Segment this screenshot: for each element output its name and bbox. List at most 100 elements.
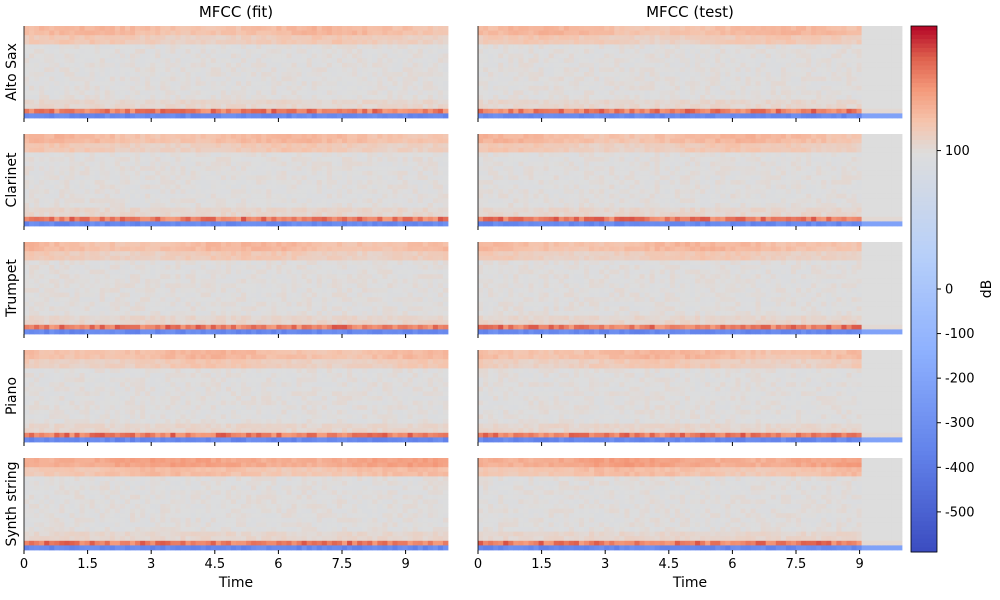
- heatmap-cell: [286, 157, 292, 162]
- heatmap-cell: [79, 95, 85, 100]
- heatmap-cell: [175, 81, 181, 87]
- heatmap-cell: [59, 212, 65, 218]
- heatmap-cell: [301, 99, 308, 105]
- heatmap-cell: [145, 108, 151, 114]
- heatmap-cell: [846, 58, 852, 64]
- heatmap-cell: [690, 62, 696, 68]
- heatmap-cell: [74, 49, 80, 54]
- heatmap-cell: [775, 85, 782, 91]
- heatmap-cell: [437, 108, 444, 114]
- heatmap-cell: [735, 35, 741, 41]
- heatmap-cell: [493, 104, 499, 110]
- heatmap-cell: [816, 81, 822, 87]
- heatmap-cell: [619, 85, 625, 91]
- heatmap-cell: [528, 62, 534, 68]
- heatmap-cell: [523, 44, 529, 50]
- heatmap-cell: [533, 76, 539, 82]
- heatmap-cell: [710, 53, 716, 59]
- heatmap-cell: [74, 108, 80, 114]
- heatmap-cell: [518, 104, 524, 110]
- heatmap-cell: [190, 76, 197, 82]
- heatmap-cell: [644, 39, 651, 45]
- heatmap-cell: [770, 67, 777, 73]
- heatmap-cell: [422, 189, 429, 195]
- heatmap-cell: [266, 138, 272, 144]
- heatmap-cell: [246, 184, 252, 190]
- heatmap-cell: [402, 30, 409, 36]
- heatmap-cell: [821, 35, 827, 41]
- heatmap-cell: [821, 58, 827, 64]
- heatmap-cell: [210, 212, 217, 218]
- heatmap-cell: [362, 95, 368, 100]
- heatmap-cell: [614, 72, 620, 77]
- heatmap-cell: [523, 62, 529, 68]
- heatmap-cell: [659, 44, 666, 50]
- heatmap-cell: [29, 90, 35, 96]
- heatmap-cell: [387, 53, 393, 59]
- heatmap-cell: [230, 216, 237, 222]
- heatmap-cell: [584, 49, 590, 54]
- heatmap-cell: [518, 26, 524, 31]
- heatmap-cell: [64, 180, 70, 185]
- heatmap-cell: [271, 49, 277, 54]
- heatmap-cell: [836, 76, 842, 82]
- heatmap-cell: [624, 113, 630, 119]
- heatmap-cell: [286, 81, 292, 87]
- heatmap-cell: [281, 198, 287, 204]
- heatmap-cell: [750, 95, 757, 100]
- heatmap-cell: [412, 35, 419, 41]
- heatmap-cell: [99, 166, 106, 172]
- heatmap-cell: [316, 175, 323, 181]
- heatmap-cell: [397, 113, 403, 119]
- heatmap-cell: [170, 99, 176, 105]
- heatmap-cell: [175, 62, 181, 68]
- heatmap-cell: [876, 104, 883, 110]
- heatmap-cell: [190, 203, 197, 208]
- heatmap-cell: [720, 95, 726, 100]
- heatmap-cell: [119, 216, 126, 222]
- heatmap-cell: [695, 81, 701, 87]
- heatmap-cell: [785, 58, 792, 64]
- heatmap-cell: [654, 113, 661, 119]
- heatmap-cell: [362, 62, 368, 68]
- heatmap-cell: [664, 81, 671, 87]
- heatmap-cell: [301, 108, 308, 114]
- heatmap-cell: [44, 53, 50, 59]
- heatmap-cell: [861, 58, 868, 64]
- heatmap-cell: [119, 26, 126, 31]
- heatmap-cell: [109, 81, 116, 87]
- heatmap-cell: [256, 166, 262, 172]
- heatmap-cell: [79, 35, 85, 41]
- heatmap-cell: [357, 203, 363, 208]
- heatmap-cell: [422, 30, 429, 36]
- heatmap-cell: [387, 76, 393, 82]
- heatmap-cell: [745, 113, 751, 119]
- heatmap-cell: [271, 58, 277, 64]
- heatmap-cell: [347, 221, 353, 227]
- heatmap-cell: [34, 212, 40, 218]
- heatmap-cell: [735, 108, 741, 114]
- heatmap-cell: [190, 62, 197, 68]
- heatmap-cell: [286, 99, 292, 105]
- heatmap-cell: [195, 90, 202, 96]
- heatmap-cell: [755, 30, 762, 36]
- heatmap-cell: [296, 30, 303, 36]
- heatmap-cell: [301, 49, 308, 54]
- heatmap-cell: [29, 67, 35, 73]
- heatmap-cell: [347, 53, 353, 59]
- heatmap-cell: [185, 67, 191, 73]
- heatmap-cell: [352, 198, 358, 204]
- heatmap-cell: [342, 108, 348, 114]
- heatmap-cell: [372, 53, 378, 59]
- heatmap-cell: [190, 81, 197, 87]
- heatmap-cell: [261, 216, 267, 222]
- heatmap-cell: [412, 85, 419, 91]
- heatmap-cell: [841, 39, 847, 45]
- heatmap-cell: [145, 212, 151, 218]
- heatmap-cell: [765, 39, 772, 45]
- heatmap-cell: [513, 67, 519, 73]
- heatmap-cell: [780, 58, 787, 64]
- heatmap-cell: [342, 143, 348, 149]
- heatmap-cell: [357, 189, 363, 195]
- heatmap-cell: [230, 189, 237, 195]
